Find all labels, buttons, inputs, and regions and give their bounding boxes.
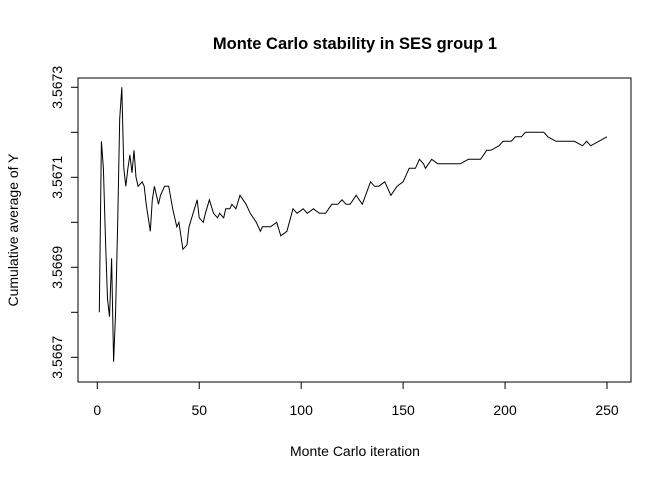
x-tick-label: 200	[493, 402, 517, 418]
series-line	[98, 87, 608, 362]
y-axis: 3.5667 3.5669 3.5671 3.5673	[49, 66, 79, 379]
y-tick-label: 3.5667	[49, 336, 65, 379]
plot-box	[77, 77, 632, 383]
x-axis: 0 50 100 150 200 250	[93, 381, 619, 418]
x-tick-label: 100	[290, 402, 314, 418]
y-axis-label: Cumulative average of Y	[5, 153, 21, 307]
x-tick-label: 0	[93, 402, 101, 418]
y-tick-label: 3.5669	[49, 246, 65, 289]
y-tick-label: 3.5673	[49, 66, 65, 109]
y-tick-label: 3.5671	[49, 156, 65, 199]
x-tick-label: 50	[191, 402, 207, 418]
x-tick-label: 250	[595, 402, 619, 418]
x-tick-label: 150	[391, 402, 415, 418]
x-axis-label: Monte Carlo iteration	[290, 443, 420, 459]
chart-title: Monte Carlo stability in SES group 1	[213, 35, 497, 53]
